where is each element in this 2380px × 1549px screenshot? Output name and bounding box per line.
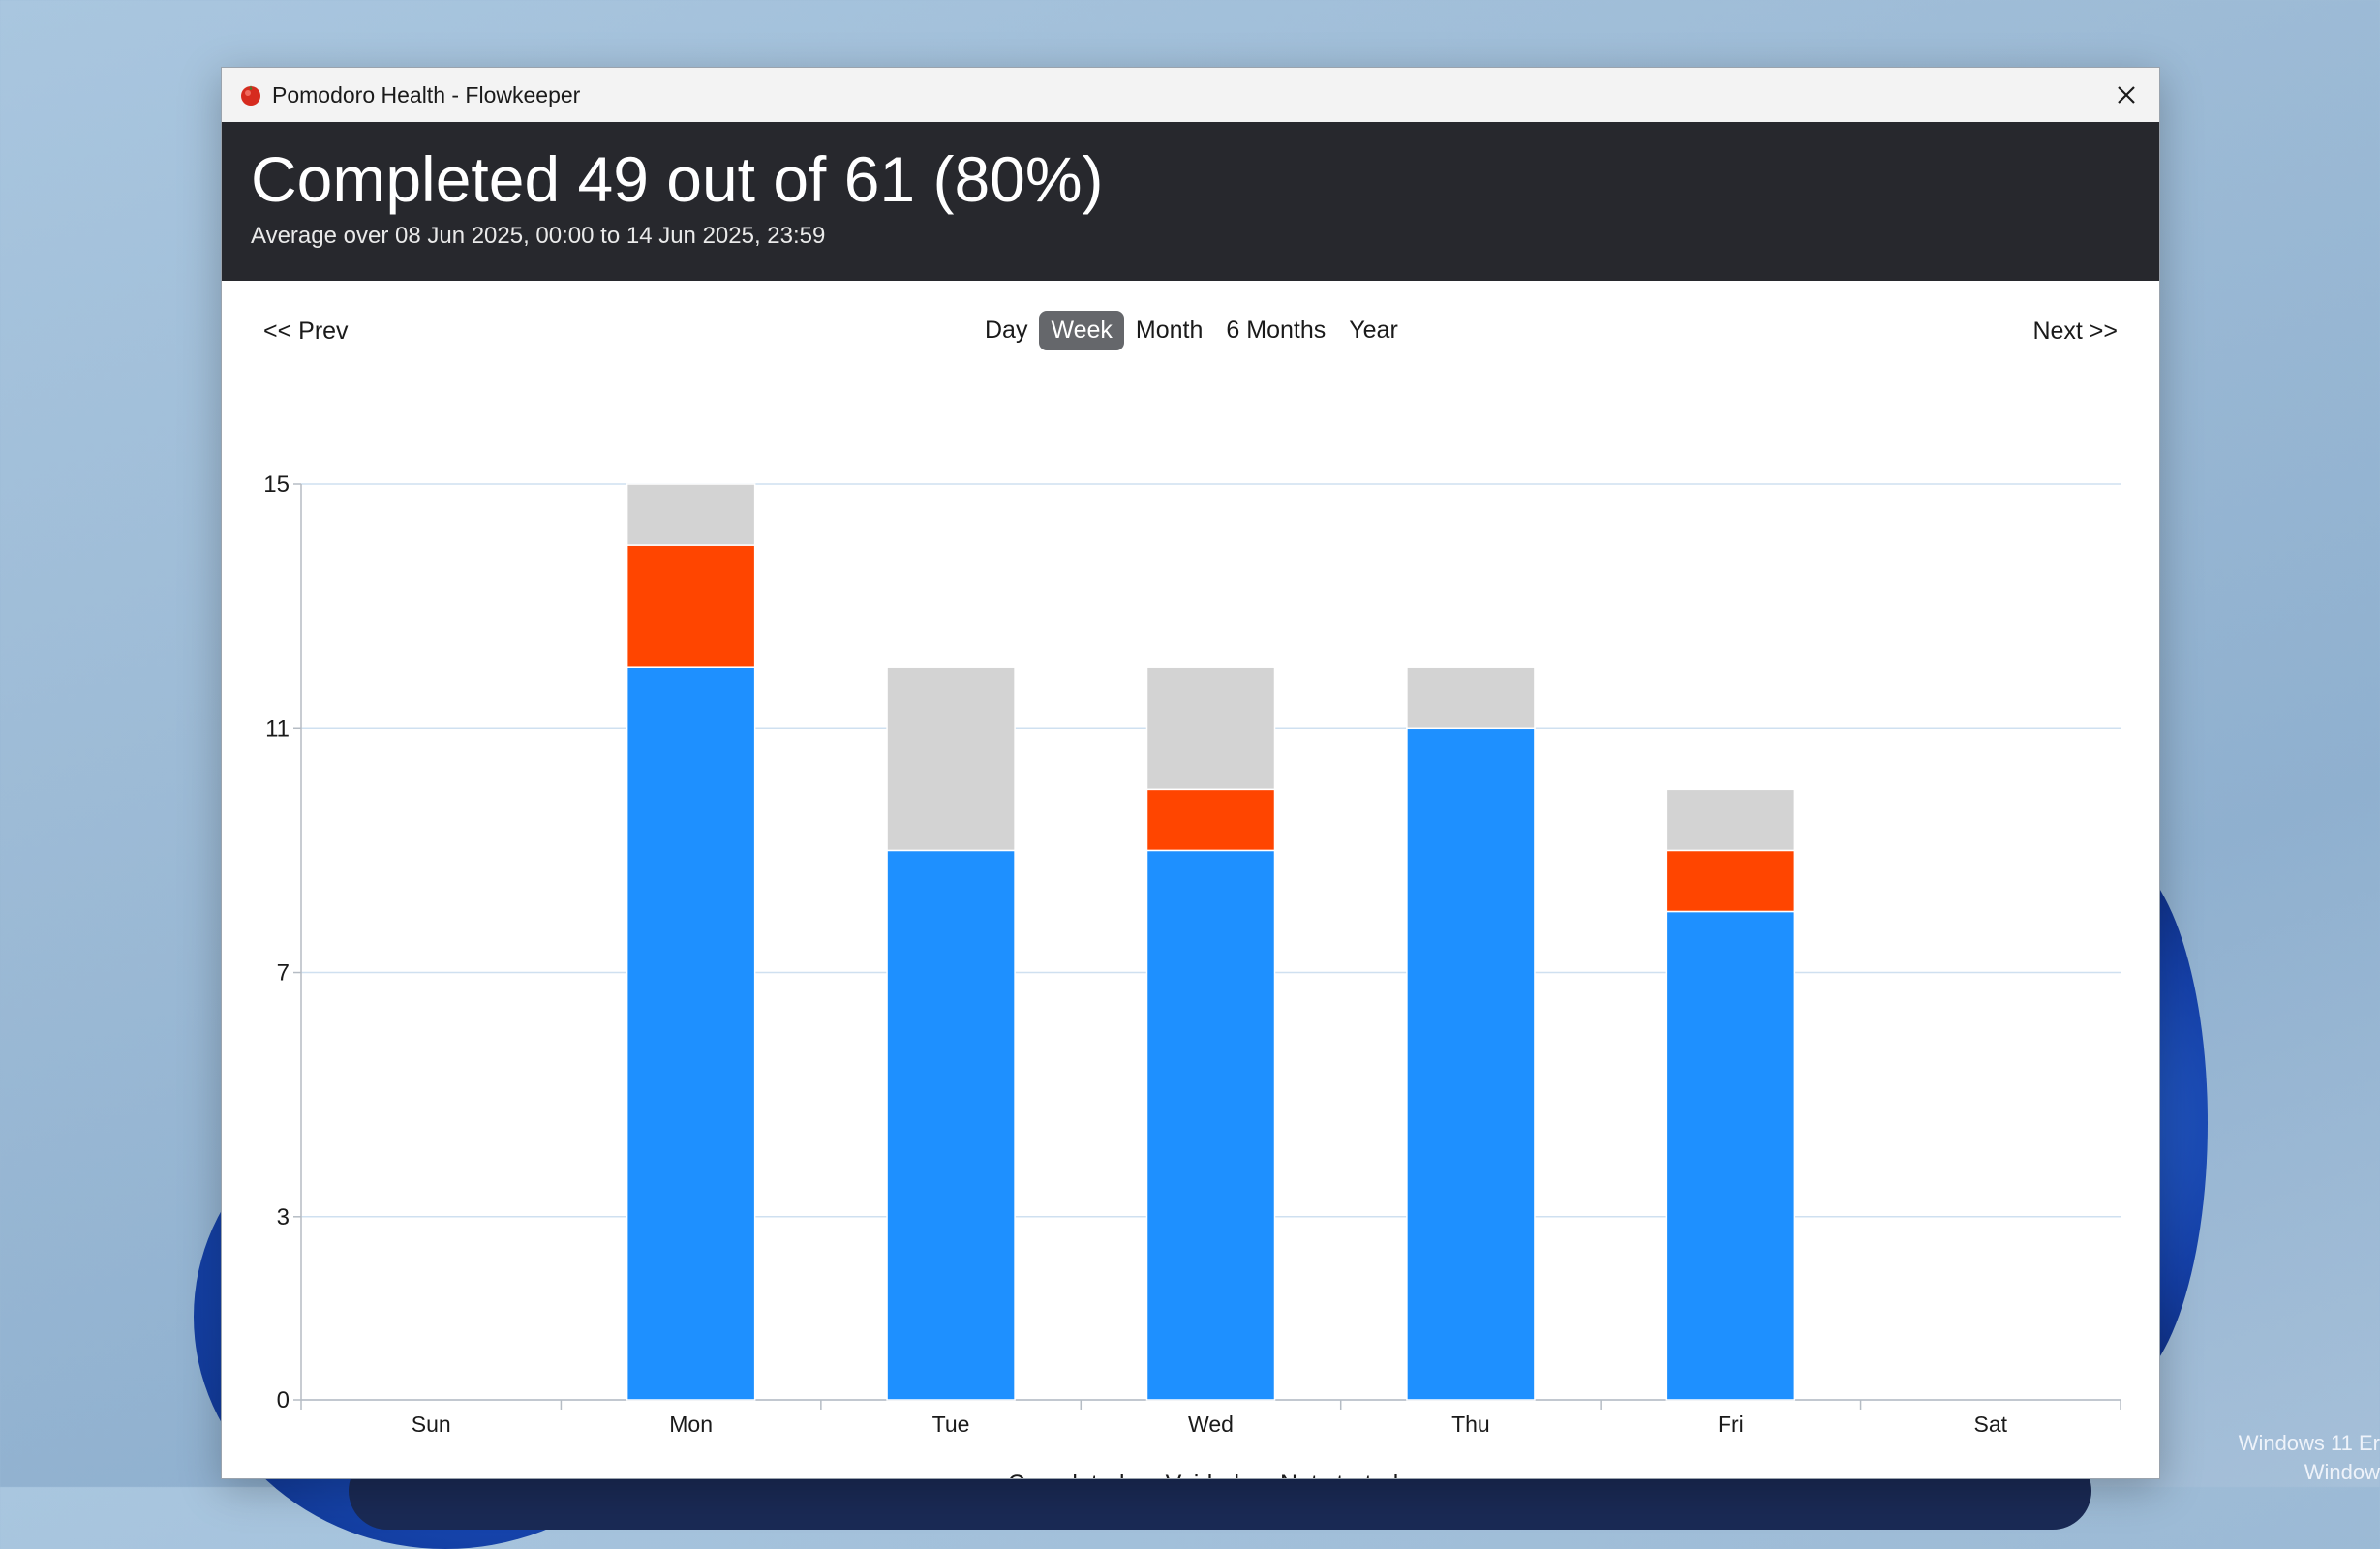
bar-not-started-wed	[1145, 666, 1276, 791]
legend-label: Completed	[1008, 1471, 1125, 1478]
period-day[interactable]: Day	[985, 317, 1028, 344]
tomato-icon	[241, 85, 260, 106]
legend-item-not-started: Not started	[1255, 1471, 1398, 1478]
bar-completed-thu	[1406, 727, 1536, 1401]
watermark-line-2: Window	[2304, 1460, 2380, 1484]
legend-swatch	[982, 1477, 996, 1478]
x-tick-label: Mon	[669, 1412, 713, 1433]
title-bar[interactable]: Pomodoro Health - Flowkeeper	[222, 68, 2159, 122]
y-tick-label: 3	[277, 1204, 290, 1230]
pomodoro-health-window: Pomodoro Health - Flowkeeper Completed 4…	[221, 67, 2160, 1479]
bar-completed-mon	[626, 666, 756, 1401]
x-tick-label: Fri	[1718, 1412, 1744, 1433]
close-icon[interactable]	[2111, 79, 2142, 110]
period-6-months[interactable]: 6 Months	[1226, 317, 1327, 344]
bar-completed-fri	[1665, 910, 1796, 1401]
legend-label: Voided	[1166, 1471, 1239, 1478]
y-tick-label: 7	[277, 960, 290, 987]
period-selector: Day Week Month 6 Months Year	[973, 311, 1410, 350]
summary-subtitle: Average over 08 Jun 2025, 00:00 to 14 Ju…	[251, 223, 826, 249]
x-tick-label: Sat	[1974, 1412, 2008, 1433]
x-tick-label: Wed	[1188, 1412, 1234, 1433]
windows-watermark: Windows 11 Er Window	[2239, 1429, 2380, 1487]
period-month[interactable]: Month	[1135, 317, 1204, 344]
bar-completed-wed	[1145, 849, 1276, 1401]
bar-voided-mon	[626, 544, 756, 668]
y-tick-label: 15	[263, 471, 290, 498]
bar-not-started-fri	[1665, 788, 1796, 852]
bar-not-started-tue	[886, 666, 1016, 852]
legend-item-voided: Voided	[1140, 1471, 1239, 1478]
x-tick-label: Tue	[932, 1412, 970, 1433]
bar-voided-fri	[1665, 849, 1796, 913]
legend-swatch	[1255, 1477, 1269, 1478]
y-tick-label: 0	[277, 1387, 290, 1413]
prev-button[interactable]: << Prev	[263, 318, 349, 345]
x-tick-label: Sun	[412, 1412, 451, 1433]
watermark-line-1: Windows 11 Er	[2238, 1431, 2380, 1455]
summary-banner: Completed 49 out of 61 (80%) Average ove…	[222, 122, 2159, 281]
next-button[interactable]: Next >>	[2032, 318, 2118, 345]
bar-not-started-thu	[1406, 666, 1536, 730]
weekly-chart: 0 3 7 11 15 Sun Mon Tue Wed Thu Fri Sat Completed Vo…	[222, 387, 2159, 1478]
period-navigation: << Prev Day Week Month 6 Months Year Nex…	[222, 281, 2159, 387]
legend-swatch	[1140, 1477, 1154, 1478]
stacked-bar-chart: 0 3 7 11 15 Sun Mon Tue Wed Thu Fri Sat	[263, 471, 2121, 1433]
bar-voided-wed	[1145, 788, 1276, 852]
bar-completed-tue	[886, 849, 1016, 1401]
legend-label: Not started	[1280, 1471, 1398, 1478]
period-year[interactable]: Year	[1349, 317, 1398, 344]
summary-title: Completed 49 out of 61 (80%)	[251, 143, 1104, 215]
period-week[interactable]: Week	[1039, 311, 1124, 350]
chart-legend: Completed Voided Not started	[222, 1471, 2159, 1478]
bar-not-started-mon	[626, 483, 756, 546]
y-tick-label: 11	[265, 715, 290, 742]
x-tick-label: Thu	[1451, 1412, 1490, 1433]
legend-item-completed: Completed	[982, 1471, 1125, 1478]
window-title: Pomodoro Health - Flowkeeper	[272, 81, 581, 107]
